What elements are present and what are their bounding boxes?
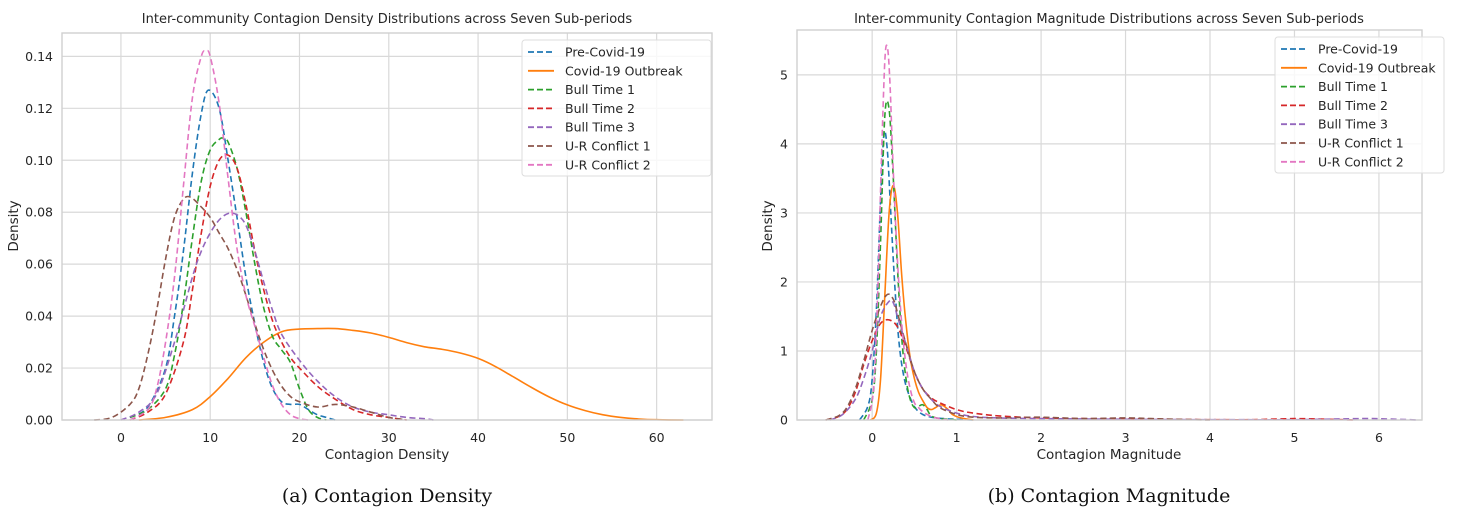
series-line-u-r-conflict-2 — [129, 49, 309, 421]
series-line-u-r-conflict-1 — [825, 293, 1211, 421]
y-tick-label: 0 — [780, 413, 788, 428]
legend-item: Bull Time 1 — [1281, 79, 1388, 94]
x-tick-label: 0 — [117, 430, 125, 445]
y-tick-labels: 0 1 2 3 4 5 — [780, 67, 788, 427]
y-tick-label: 0.10 — [25, 153, 53, 168]
legend-label: U-R Conflict 2 — [1318, 154, 1404, 169]
legend-item: U-R Conflict 2 — [528, 157, 651, 172]
legend-label: Bull Time 3 — [1318, 117, 1388, 132]
legend-box — [1274, 36, 1445, 174]
y-tick-label: 0.02 — [25, 361, 53, 376]
x-tick-label: 5 — [1290, 430, 1298, 445]
legend: Pre-Covid-19 Covid-19 Outbreak Bull Time 1… — [521, 39, 712, 177]
x-tick-label: 40 — [470, 430, 486, 445]
series-line-bull-time-1 — [129, 137, 327, 421]
x-tick-label: 6 — [1375, 430, 1383, 445]
series-line-u-r-conflict-1 — [93, 195, 407, 421]
legend-label: Pre-Covid-19 — [1318, 42, 1398, 57]
y-tick-label: 0.12 — [25, 101, 53, 116]
y-tick-label: 2 — [780, 274, 788, 289]
legend-label: Covid-19 Outbreak — [1318, 60, 1436, 75]
x-tick-label: 60 — [649, 430, 665, 445]
y-tick-labels: 0.00 0.02 0.04 0.06 0.08 0.10 0.12 0.14 — [25, 49, 53, 428]
legend: Pre-Covid-19 Covid-19 Outbreak Bull Time 1… — [1274, 36, 1445, 174]
legend-item: U-R Conflict 2 — [1281, 154, 1404, 169]
legend-label: Pre-Covid-19 — [565, 45, 645, 60]
legend-label: Bull Time 1 — [1318, 79, 1388, 94]
caption-a: (a) Contagion Density — [282, 485, 493, 507]
y-axis-label: Density — [6, 200, 22, 251]
series-line-covid-19-outbreak — [138, 327, 684, 421]
legend-item: Bull Time 3 — [1281, 117, 1388, 132]
plot-frame — [61, 32, 713, 421]
x-tick-label: 10 — [202, 430, 218, 445]
legend-label: Bull Time 2 — [1318, 98, 1388, 113]
legend-label: Bull Time 1 — [565, 82, 635, 97]
caption-b: (b) Contagion Magnitude — [988, 485, 1231, 507]
legend-label: U-R Conflict 1 — [1318, 136, 1404, 151]
legend-label: Bull Time 2 — [565, 101, 635, 116]
x-axis-label: Contagion Magnitude — [1037, 447, 1182, 463]
y-tick-label: 0.04 — [25, 309, 53, 324]
series-line-bull-time-3 — [829, 299, 1417, 421]
plot-frame — [796, 29, 1423, 421]
x-tick-label: 2 — [1037, 430, 1045, 445]
x-tick-labels: 0 10 20 30 40 50 60 — [117, 430, 665, 445]
chart-title: Inter-community Contagion Density Distri… — [142, 12, 633, 27]
y-tick-label: 0.14 — [25, 49, 53, 64]
series-line-covid-19-outbreak — [869, 184, 974, 421]
legend-item: U-R Conflict 1 — [1281, 136, 1404, 151]
density-chart: Inter-community Contagion Density Distri… — [6, 12, 713, 507]
x-tick-label: 1 — [953, 430, 961, 445]
legend-item: Bull Time 2 — [528, 101, 635, 116]
magnitude-chart: Inter-community Contagion Magnitude Dist… — [760, 12, 1445, 507]
y-tick-label: 0.00 — [25, 413, 53, 428]
y-tick-label: 0.06 — [25, 257, 53, 272]
legend-item: Covid-19 Outbreak — [528, 63, 683, 78]
x-tick-label: 30 — [381, 430, 397, 445]
x-tick-label: 3 — [1122, 430, 1130, 445]
y-tick-label: 3 — [780, 205, 788, 220]
x-axis-label: Contagion Density — [325, 447, 450, 463]
legend-box — [521, 39, 712, 177]
y-tick-label: 5 — [780, 67, 788, 82]
x-tick-label: 20 — [292, 430, 308, 445]
x-tick-label: 4 — [1206, 430, 1214, 445]
legend-label: U-R Conflict 2 — [565, 157, 651, 172]
legend-label: Covid-19 Outbreak — [565, 63, 683, 78]
legend-item: Covid-19 Outbreak — [1281, 60, 1436, 75]
legend-item: Pre-Covid-19 — [528, 45, 645, 60]
legend-label: Bull Time 3 — [565, 120, 635, 135]
series-line-pre-covid-19 — [129, 89, 336, 421]
legend-item: U-R Conflict 1 — [528, 139, 651, 154]
y-tick-label: 0.08 — [25, 205, 53, 220]
legend-item: Bull Time 1 — [528, 82, 635, 97]
legend-item: Bull Time 2 — [1281, 98, 1388, 113]
y-tick-label: 1 — [780, 343, 788, 358]
x-tick-labels: 0 1 2 3 4 5 6 — [868, 430, 1383, 445]
series-line-pre-covid-19 — [858, 130, 974, 421]
series-lines — [93, 49, 684, 421]
x-tick-label: 50 — [559, 430, 575, 445]
chart-title: Inter-community Contagion Magnitude Dist… — [854, 12, 1364, 27]
x-tick-label: 0 — [868, 430, 876, 445]
legend-item: Bull Time 3 — [528, 120, 635, 135]
legend-label: U-R Conflict 1 — [565, 139, 651, 154]
y-axis-label: Density — [760, 200, 776, 251]
series-line-bull-time-2 — [129, 153, 407, 421]
y-tick-label: 4 — [780, 136, 788, 151]
legend-item: Pre-Covid-19 — [1281, 42, 1398, 57]
series-line-bull-time-1 — [862, 99, 957, 421]
